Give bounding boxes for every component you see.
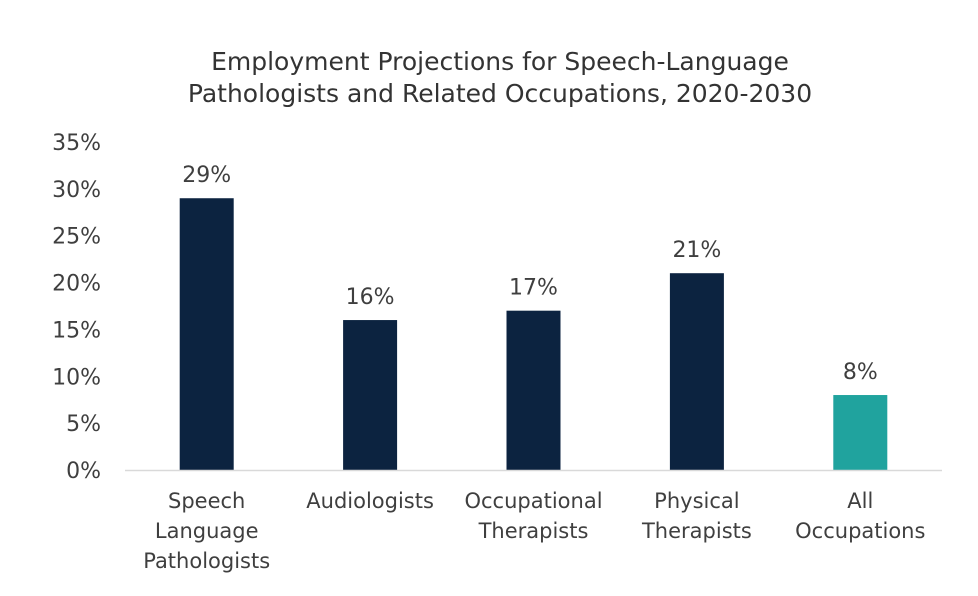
chart-title-line: Employment Projections for Speech-Langua… [211, 47, 789, 76]
bar [669, 273, 724, 470]
x-category-label: Audiologists [306, 489, 434, 513]
data-label: 17% [509, 276, 558, 301]
bar [343, 320, 398, 470]
x-category-label: Pathologists [143, 549, 270, 573]
data-label: 29% [182, 163, 231, 188]
y-tick-label: 15% [52, 318, 101, 343]
bars [179, 198, 888, 470]
y-tick-label: 35% [52, 131, 101, 156]
x-axis: Speech Language Pathologists Audiologists Oc… [125, 469, 942, 573]
y-tick-label: 20% [52, 272, 101, 297]
x-category-label: Occupations [795, 519, 925, 543]
x-category-label: Therapists [641, 519, 752, 543]
y-tick-label: 30% [52, 178, 101, 203]
data-label: 21% [672, 238, 721, 263]
data-label: 8% [843, 360, 878, 385]
y-tick-label: 25% [52, 225, 101, 250]
x-category-label: Physical [654, 489, 739, 513]
data-label: 16% [346, 285, 395, 310]
chart-title-line: Pathologists and Related Occupations, 20… [188, 79, 812, 108]
x-category-label: All [847, 489, 873, 513]
y-axis: 0% 5% 10% 15% 20% 25% 30% 35% [52, 131, 101, 484]
x-category-label: Therapists [478, 519, 589, 543]
bar [506, 310, 561, 470]
chart-title: Employment Projections for Speech-Langua… [188, 47, 812, 108]
y-tick-label: 10% [52, 365, 101, 390]
y-tick-label: 0% [66, 459, 101, 484]
x-category-label: Language [155, 519, 259, 543]
y-tick-label: 5% [66, 412, 101, 437]
data-labels: 29% 16% 17% 21% 8% [182, 163, 878, 385]
x-category-label: Speech [168, 489, 245, 513]
bar [833, 395, 888, 470]
bar [179, 198, 234, 470]
x-category-label: Occupational [464, 489, 602, 513]
